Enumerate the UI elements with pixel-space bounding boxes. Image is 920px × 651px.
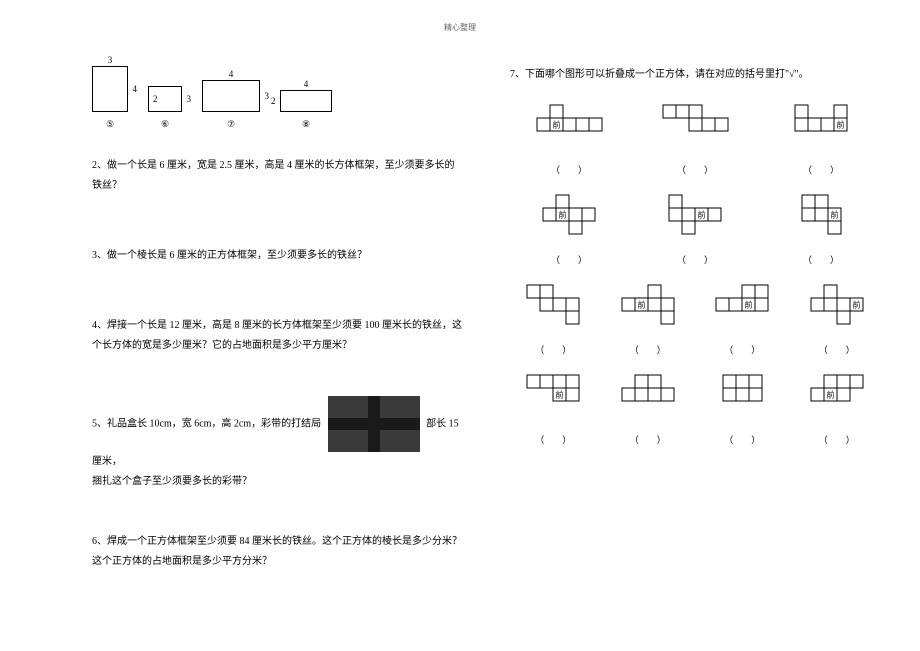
svg-text:前: 前 (826, 390, 834, 400)
answer-paren: （ ） (699, 433, 786, 446)
net-cell: 前 （ ） (510, 104, 628, 176)
nets-row-4: 前 （ ） （ ） （ ） 前 （ ） (510, 374, 880, 446)
cube-net (621, 374, 675, 424)
shape-item: 43⑦ (202, 80, 260, 130)
svg-text:前: 前 (830, 210, 838, 220)
svg-text:前: 前 (637, 300, 645, 310)
cube-net (662, 104, 729, 154)
shape-label: ⑤ (92, 119, 128, 130)
cube-net: 前 (715, 284, 769, 334)
nets-row-2: 前 （ ） 前 （ ） 前 （ ） (510, 194, 880, 266)
dim-top: 4 (229, 69, 234, 79)
answer-paren: （ ） (510, 253, 628, 266)
net-cell: （ ） (510, 284, 597, 356)
answer-paren: （ ） (510, 343, 597, 356)
q5-text-c: 捆扎这个盒子至少须要多长的彩带？ (92, 476, 252, 487)
shapes-row: 34⑤32⑥43⑦42⑧ (92, 66, 462, 130)
svg-text:前: 前 (698, 210, 706, 220)
dim-top: 3 (108, 55, 113, 65)
cube-net: 前 (621, 284, 675, 334)
answer-paren: （ ） (762, 253, 880, 266)
cube-net: 前 (794, 104, 848, 154)
cube-net: 前 (668, 194, 722, 244)
net-cell: 前 （ ） (605, 284, 692, 356)
answer-paren: （ ） (510, 433, 597, 446)
svg-text:前: 前 (852, 300, 860, 310)
shape-item: 34⑤ (92, 66, 128, 130)
net-cell: 前 （ ） (794, 374, 881, 446)
dim-right: 3 (265, 91, 270, 101)
svg-text:前: 前 (559, 210, 567, 220)
answer-paren: （ ） (699, 343, 786, 356)
question-4: 4、焊接一个长是 12 厘米，高是 8 厘米的长方体框架至少须要 100 厘米长… (92, 316, 462, 356)
shape-label: ⑧ (280, 119, 332, 130)
shape-item: 42⑧ (280, 90, 332, 130)
question-3: 3、做一个棱长是 6 厘米的正方体框架，至少须要多长的铁丝？ (92, 246, 462, 266)
dim-left: 2 (153, 94, 158, 104)
cube-net: 前 (810, 284, 864, 334)
cube-net (526, 284, 580, 334)
net-cell: （ ） (605, 374, 692, 446)
nets-row-1: 前 （ ） （ ） 前 （ ） (510, 104, 880, 176)
cube-net (722, 374, 763, 424)
cube-net: 前 (801, 194, 842, 244)
question-6: 6、焊成一个正方体框架至少须要 84 厘米长的铁丝。这个正方体的棱长是多少分米？… (92, 532, 462, 572)
dim-top: 4 (304, 79, 309, 89)
page-header: 精心整理 (0, 22, 920, 33)
question-7-title: 7、下面哪个图形可以折叠成一个正方体，请在对应的括号里打"√"。 (510, 66, 880, 84)
answer-paren: （ ） (794, 343, 881, 356)
net-cell: （ ） (636, 104, 754, 176)
net-cell: 前 （ ） (636, 194, 754, 266)
net-cell: 前 （ ） (510, 374, 597, 446)
answer-paren: （ ） (605, 433, 692, 446)
left-column: 34⑤32⑥43⑦42⑧ 2、做一个长是 6 厘米，宽是 2.5 厘米，高是 4… (92, 66, 462, 572)
question-2: 2、做一个长是 6 厘米，宽是 2.5 厘米，高是 4 厘米的长方体框架，至少须… (92, 156, 462, 196)
dim-right: 4 (133, 84, 138, 94)
cube-net: 前 (536, 104, 603, 154)
answer-paren: （ ） (510, 163, 628, 176)
answer-paren: （ ） (762, 163, 880, 176)
shape-label: ⑥ (148, 119, 182, 130)
question-5: 5、礼品盒长 10cm，宽 6cm，高 2cm，彩带的打结局 部长 15 厘米，… (92, 396, 462, 492)
nets-row-3: （ ） 前 （ ） 前 （ ） 前 （ ） (510, 284, 880, 356)
right-column: 7、下面哪个图形可以折叠成一个正方体，请在对应的括号里打"√"。 前（ ）（ ）… (510, 66, 880, 446)
net-cell: 前 （ ） (699, 284, 786, 356)
q5-text-a: 5、礼品盒长 10cm，宽 6cm，高 2cm，彩带的打结局 (92, 418, 321, 429)
svg-text:前: 前 (837, 120, 845, 130)
answer-paren: （ ） (605, 343, 692, 356)
cube-net: 前 (526, 374, 580, 424)
answer-paren: （ ） (636, 163, 754, 176)
cube-net: 前 (542, 194, 596, 244)
answer-paren: （ ） (636, 253, 754, 266)
shape-label: ⑦ (202, 119, 260, 130)
net-cell: 前 （ ） (794, 284, 881, 356)
net-cell: 前 （ ） (762, 104, 880, 176)
dim-left: 2 (271, 96, 276, 106)
svg-text:前: 前 (745, 300, 753, 310)
net-cell: （ ） (699, 374, 786, 446)
cube-net: 前 (810, 374, 864, 424)
svg-text:前: 前 (552, 120, 560, 130)
net-cell: 前 （ ） (762, 194, 880, 266)
gift-box-image (328, 396, 420, 452)
dim-right: 3 (187, 94, 192, 104)
net-cell: 前 （ ） (510, 194, 628, 266)
svg-text:前: 前 (556, 390, 564, 400)
shape-item: 32⑥ (148, 86, 182, 130)
answer-paren: （ ） (794, 433, 881, 446)
